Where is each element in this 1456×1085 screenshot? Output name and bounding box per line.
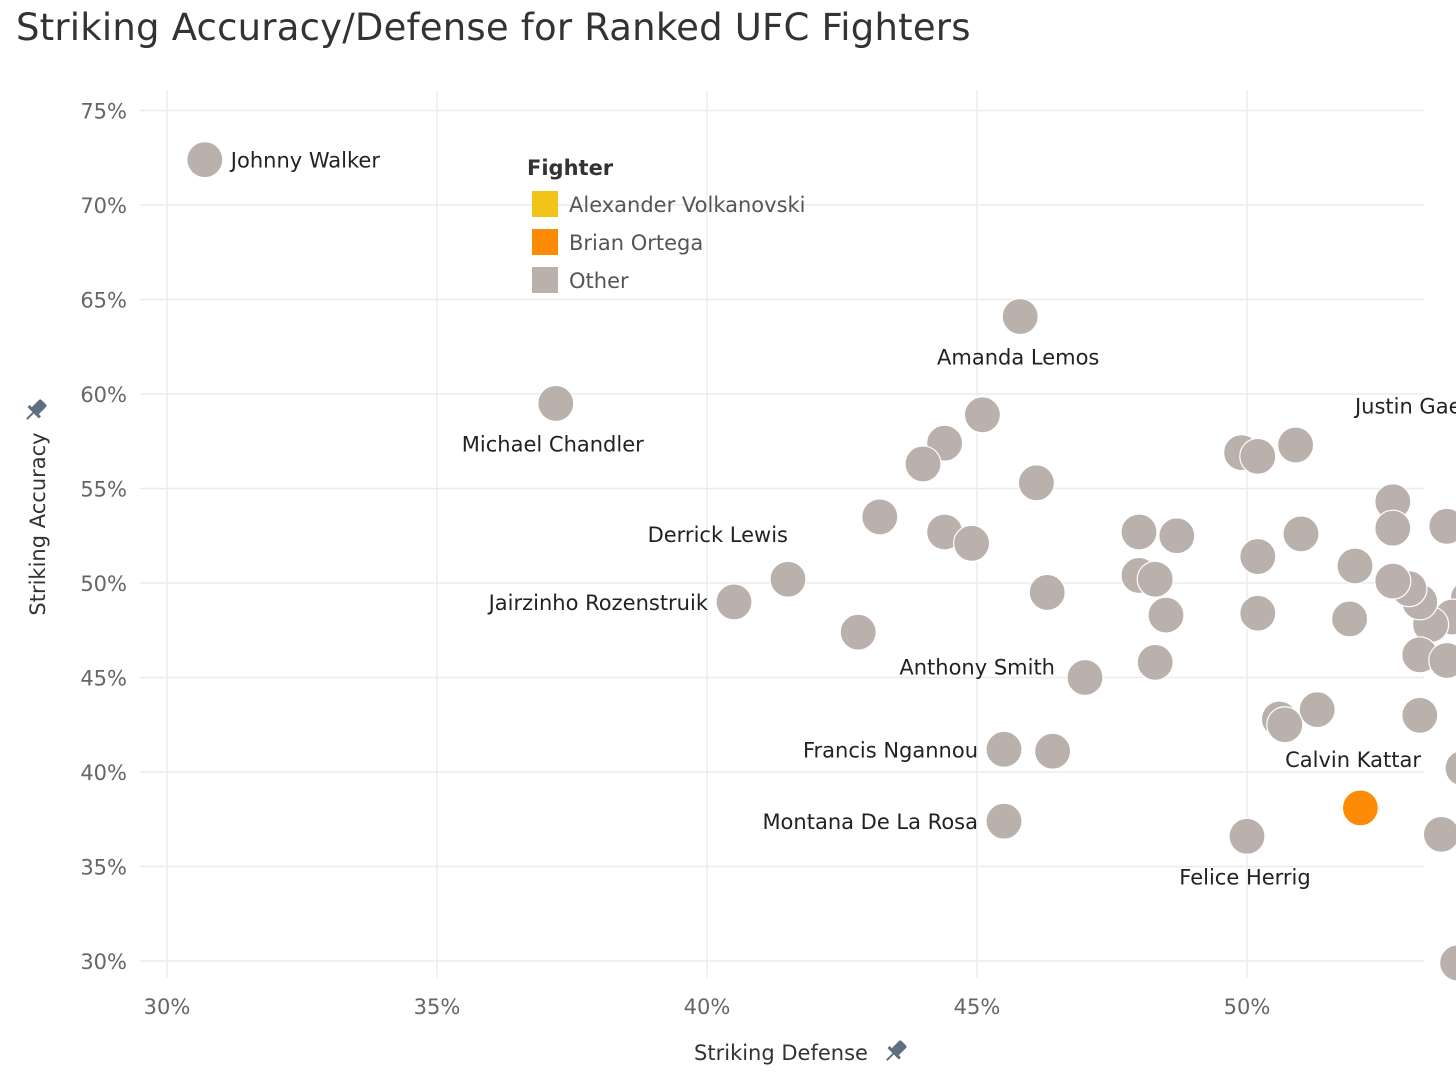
- y-axis-ticks: 30% 35% 40% 45% 50% 55% 60% 65% 70% 75%: [80, 100, 127, 975]
- legend-label-ortega: Brian Ortega: [569, 231, 703, 255]
- data-point-other[interactable]: [1374, 509, 1412, 547]
- y-axis-label: Striking Accuracy: [26, 432, 50, 615]
- data-point-other[interactable]: [1282, 515, 1320, 553]
- point-label: Jairzinho Rozenstruik: [487, 591, 709, 615]
- data-point-other[interactable]: [1120, 513, 1158, 551]
- data-points: [186, 141, 1456, 982]
- y-tick-label: 70%: [80, 194, 127, 218]
- data-point-derrick-lewis[interactable]: [769, 560, 807, 598]
- data-point-other[interactable]: [1017, 464, 1056, 502]
- data-point-other[interactable]: [1428, 507, 1456, 545]
- data-point-jairzinho-rozenstruik[interactable]: [715, 583, 753, 621]
- data-point-other[interactable]: [1033, 732, 1072, 770]
- point-label: Justin Gaethje: [1353, 394, 1456, 418]
- x-axis-pin-icon[interactable]: [881, 1038, 909, 1066]
- point-label: Michael Chandler: [462, 432, 644, 456]
- y-tick-label: 40%: [80, 761, 127, 785]
- legend-swatch-volkanovski: [532, 191, 558, 217]
- data-point-other[interactable]: [1136, 643, 1174, 681]
- point-label: Johnny Walker: [229, 149, 381, 173]
- point-label: Francis Ngannou: [803, 738, 978, 762]
- data-point-michael-chandler[interactable]: [537, 384, 575, 423]
- y-tick-label: 65%: [80, 289, 127, 313]
- y-tick-label: 35%: [80, 856, 127, 880]
- data-point-other[interactable]: [1136, 560, 1174, 598]
- chart-title: Striking Accuracy/Defense for Ranked UFC…: [16, 6, 971, 49]
- data-point-amanda-lemos[interactable]: [1001, 297, 1039, 336]
- point-label: Anthony Smith: [899, 656, 1055, 680]
- data-point-other[interactable]: [1276, 426, 1315, 464]
- x-axis-ticks: 30%35%40%45%50%55%60%65%70%75%: [144, 995, 1271, 1019]
- x-tick-label: 30%: [144, 995, 191, 1019]
- data-point-calvin-kattar[interactable]: [1444, 750, 1456, 786]
- data-point-other[interactable]: [1239, 437, 1277, 475]
- data-point-other[interactable]: [952, 524, 991, 562]
- legend-title: Fighter: [527, 156, 614, 180]
- y-axis-pin-icon[interactable]: [21, 397, 49, 425]
- data-point-other[interactable]: [1428, 641, 1456, 680]
- y-tick-label: 45%: [80, 667, 127, 691]
- data-point-other[interactable]: [1147, 596, 1185, 634]
- data-point-other[interactable]: [1422, 815, 1456, 853]
- x-axis-label: Striking Defense: [694, 1041, 868, 1065]
- data-point-brian-ortega[interactable]: [1341, 789, 1380, 827]
- data-point-other[interactable]: [963, 396, 1002, 434]
- y-tick-label: 75%: [80, 100, 127, 124]
- y-tick-label: 60%: [80, 383, 127, 407]
- data-point-other[interactable]: [861, 498, 899, 536]
- data-point-other[interactable]: [1298, 691, 1336, 729]
- x-tick-label: 50%: [1224, 995, 1271, 1019]
- data-point-roxanne-modafferi[interactable]: [1439, 944, 1456, 982]
- data-point-other[interactable]: [1401, 696, 1439, 734]
- data-point-other[interactable]: [1330, 600, 1369, 638]
- point-label: Amanda Lemos: [937, 346, 1099, 370]
- data-point-other[interactable]: [904, 445, 942, 483]
- data-point-other[interactable]: [1266, 706, 1304, 744]
- data-point-other[interactable]: [1239, 594, 1277, 632]
- data-point-other[interactable]: [839, 613, 877, 651]
- data-point-anthony-smith[interactable]: [1066, 658, 1104, 697]
- point-label: Felice Herrig: [1179, 865, 1310, 889]
- y-tick-label: 55%: [80, 478, 127, 502]
- data-point-felice-herrig[interactable]: [1228, 817, 1266, 855]
- point-labels: Johnny WalkerTom AspinallAmanda LemosBry…: [229, 149, 1456, 890]
- data-point-montana-de-la-rosa[interactable]: [985, 802, 1023, 840]
- point-label: Calvin Kattar: [1285, 748, 1421, 772]
- data-point-other[interactable]: [1028, 573, 1066, 612]
- point-label: Montana De La Rosa: [762, 810, 978, 834]
- y-tick-label: 30%: [80, 950, 127, 974]
- data-point-other[interactable]: [1374, 562, 1412, 600]
- x-tick-label: 40%: [684, 995, 731, 1019]
- x-tick-label: 45%: [954, 995, 1001, 1019]
- data-point-other[interactable]: [1239, 537, 1277, 576]
- legend: Fighter Alexander Volkanovski Brian Orte…: [527, 156, 806, 293]
- legend-label-volkanovski: Alexander Volkanovski: [569, 193, 806, 217]
- point-label: Derrick Lewis: [648, 523, 788, 547]
- x-tick-label: 35%: [414, 995, 461, 1019]
- data-point-other[interactable]: [1336, 547, 1374, 585]
- data-point-francis-ngannou[interactable]: [985, 730, 1023, 768]
- data-point-other[interactable]: [1158, 517, 1196, 555]
- legend-swatch-other: [532, 267, 558, 293]
- legend-label-other: Other: [569, 269, 629, 293]
- legend-swatch-ortega: [532, 229, 558, 255]
- y-tick-label: 50%: [80, 572, 127, 596]
- data-point-johnny-walker[interactable]: [186, 141, 224, 179]
